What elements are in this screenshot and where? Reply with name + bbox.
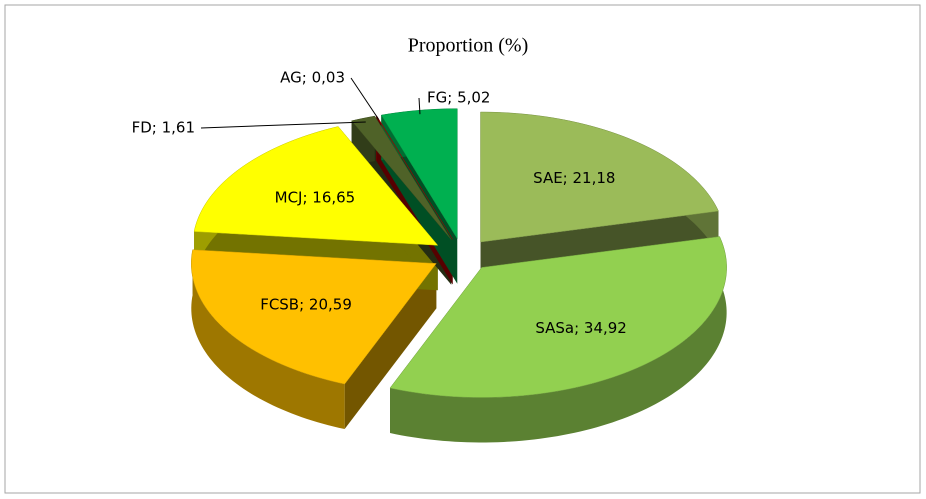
leader-line [350, 77, 380, 120]
data-label: MCJ; 16,65 [275, 188, 356, 206]
slice [380, 108, 458, 240]
data-label: FG; 5,02 [427, 89, 490, 107]
data-label: FCSB; 20,59 [260, 295, 352, 313]
slice [193, 126, 439, 246]
slice-tops [191, 108, 727, 398]
leader-line [418, 97, 421, 115]
slice [191, 249, 437, 385]
data-label: FD; 1,61 [132, 119, 195, 137]
leader-line [200, 121, 366, 129]
slice-side [191, 249, 345, 430]
slice [389, 236, 727, 398]
chart-title: Proportion (%) [408, 35, 529, 57]
data-label: SASa; 34,92 [535, 319, 627, 337]
slice [351, 115, 452, 240]
slice-side [390, 236, 727, 443]
data-label: AG; 0,03 [280, 69, 345, 87]
data-label: SAE; 21,18 [533, 169, 615, 187]
slice [480, 111, 719, 243]
labels: SAE; 21,18 SASa; 34,92 FCSB; 20,59 MCJ; 16,… [132, 69, 627, 337]
